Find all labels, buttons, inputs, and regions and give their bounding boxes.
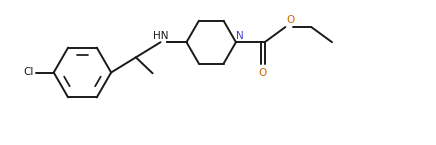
Text: O: O <box>259 68 267 78</box>
Text: N: N <box>236 31 244 41</box>
Text: O: O <box>286 16 294 26</box>
Text: Cl: Cl <box>24 68 34 77</box>
Text: HN: HN <box>153 31 168 41</box>
